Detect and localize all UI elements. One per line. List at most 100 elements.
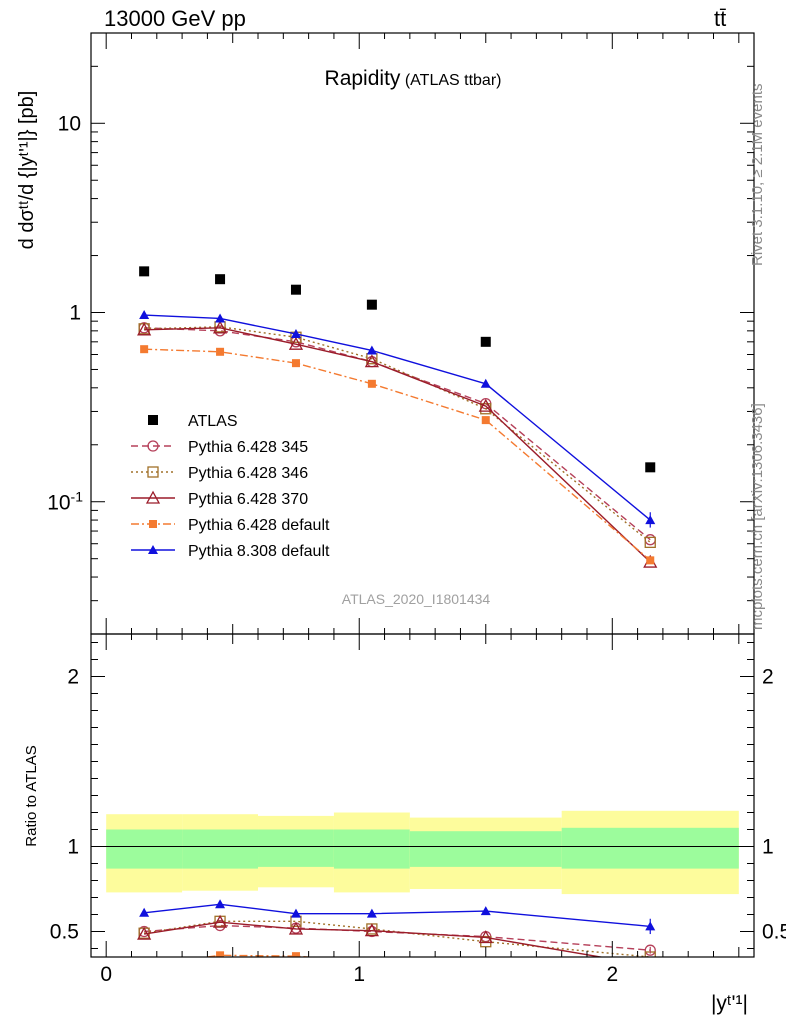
ratio-series (137, 899, 656, 978)
series-point (367, 379, 376, 388)
y-tick-label: 10 (58, 112, 81, 135)
legend-label: Pythia 6.428 370 (188, 491, 308, 508)
series-point (288, 336, 304, 350)
series-point (480, 378, 491, 388)
legend-entry-1: Pythia 6.428 346 (131, 465, 308, 482)
ratio-y-axis-label: Ratio to ATLAS (23, 745, 40, 846)
atlas-data-point (290, 284, 301, 295)
series-point (644, 536, 656, 549)
series-point (366, 345, 377, 355)
chart-title: Rapidity (ATLAS ttbar) (325, 67, 502, 90)
legend-marker (148, 545, 158, 554)
ratio-series-2 (137, 914, 656, 971)
ratio-point (644, 944, 656, 956)
ratio-frame (90, 633, 755, 958)
energy-label: 13000 GeV pp (104, 6, 246, 31)
legend-entry-0: Pythia 6.428 345 (131, 439, 308, 456)
ratio-line (144, 903, 651, 928)
url-label: mcplots.cern.ch [arXiv:1306.3436] (749, 403, 766, 630)
legend-entry-atlas: ATLAS (148, 413, 238, 430)
y-tick-label: 10-1 (47, 489, 83, 515)
ratio-point (288, 921, 304, 935)
band-inner-bin (182, 829, 259, 869)
legend-label: Pythia 6.428 default (188, 517, 330, 534)
series-0 (138, 322, 656, 546)
series-point (290, 328, 301, 338)
legend-label: ATLAS (188, 413, 238, 430)
series-point (140, 345, 149, 354)
series-point (478, 398, 493, 412)
main-series (137, 266, 658, 568)
atlas-data-point (215, 274, 226, 285)
ratio-y-tick-label: 0.5 (762, 921, 786, 944)
ratio-point (137, 926, 152, 940)
series-point (139, 310, 150, 320)
ratio-y-tick-label: 0.5 (50, 921, 79, 944)
legend-marker (145, 490, 161, 504)
tick-marks (91, 32, 754, 957)
x-tick-label: 2 (606, 963, 618, 986)
series-line (144, 314, 651, 521)
ratio-y-tick-label: 1 (762, 836, 774, 859)
ratio-y-tick-label: 2 (67, 666, 79, 689)
legend-marker (147, 466, 159, 478)
ratio-point (478, 930, 493, 944)
legend-marker (147, 440, 159, 452)
legend-marker (149, 520, 157, 528)
series-point (212, 320, 228, 334)
series-point (364, 354, 379, 368)
legend-label: Pythia 8.308 default (188, 543, 330, 560)
atlas-data-point (139, 266, 150, 277)
ratio-point (291, 952, 300, 957)
legend-label: Pythia 6.428 345 (188, 439, 308, 456)
ratio-point (368, 958, 376, 966)
ratio-point (216, 951, 225, 957)
ratio-series-3 (140, 951, 654, 978)
band-inner-bin (333, 829, 410, 869)
legend-marker (148, 415, 158, 425)
series-line (144, 348, 651, 561)
legend-label: Pythia 6.428 346 (188, 465, 308, 482)
legend-entry-4: Pythia 8.308 default (131, 543, 330, 560)
ratio-line (202, 954, 316, 957)
legend-entry-3: Pythia 6.428 default (131, 517, 330, 534)
ratio-point (644, 960, 656, 971)
process-label: tt̄ (714, 6, 727, 31)
atlas-data-point (645, 462, 656, 473)
y-tick-label: 1 (69, 302, 81, 325)
band-inner-bin (258, 829, 334, 867)
atlas-data-point (366, 299, 377, 310)
series-3 (140, 345, 655, 565)
ratio-line (144, 920, 651, 957)
ratio-y-tick-label: 2 (762, 666, 774, 689)
y-axis-label: d dσᵗᵗ/d {|yᵗʹ¹|} [pb] (16, 91, 38, 250)
x-tick-label: 0 (100, 963, 112, 986)
series-point (646, 556, 655, 565)
series-point (216, 347, 225, 356)
series-point (215, 313, 226, 323)
series-line (144, 326, 651, 543)
band-inner-bin (106, 829, 183, 869)
series-point (481, 416, 490, 425)
ratio-line (144, 921, 605, 957)
x-tick-label: 1 (353, 963, 365, 986)
series-line (144, 327, 651, 541)
series-point (137, 322, 152, 336)
ratio-point (646, 970, 654, 978)
series-point (291, 359, 300, 368)
ratio-y-tick-label: 1 (67, 836, 79, 859)
ratio-point (212, 914, 228, 928)
legend: ATLAS Pythia 6.428 345 Pythia 6.428 346 Pyt… (131, 413, 330, 560)
atlas-data-point (480, 336, 491, 347)
band-inner-bin (561, 827, 739, 869)
ratio-point (364, 923, 379, 937)
analysis-label: ATLAS_2020_I1801434 (342, 591, 491, 607)
ratio-line (144, 924, 651, 951)
x-axis-label: |yᵗʹ¹| (711, 992, 748, 1015)
ratio-point (140, 962, 148, 970)
legend-entry-2: Pythia 6.428 370 (131, 490, 308, 508)
ratio-point (482, 965, 490, 973)
uncertainty-bands (106, 810, 739, 895)
rivet-label: Rivet 3.1.10, ≥ 2.1M events (749, 83, 766, 267)
